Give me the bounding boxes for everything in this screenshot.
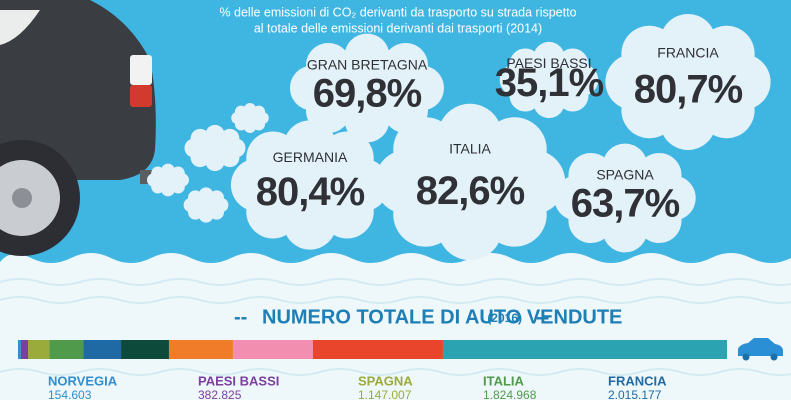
stacked-bar: [18, 340, 727, 359]
legend-value: 382.825: [198, 388, 242, 400]
cloud-puff: [698, 25, 755, 82]
legend-name: FRANCIA: [608, 373, 667, 388]
bar-segment: [232, 340, 313, 359]
cloud-puff: [171, 180, 185, 194]
bar-segment: [168, 340, 233, 359]
cloud: [499, 41, 599, 119]
legend-value: 1.824.968: [483, 388, 537, 400]
cloud-puff: [509, 48, 541, 80]
car: [0, 0, 156, 256]
legend-value: 154.603: [48, 388, 92, 400]
cloud-country: SPAGNA: [596, 166, 654, 182]
cloud-puff: [602, 207, 648, 253]
title-dash: --: [536, 306, 549, 328]
cloud-puff: [636, 198, 682, 244]
cloud-puff: [482, 117, 547, 182]
bar-segment: [83, 340, 122, 359]
cloud: [231, 103, 269, 133]
cloud-puff: [151, 166, 165, 180]
cloud-puff: [344, 33, 390, 79]
cloud-country: PAESI BASSI: [506, 55, 591, 71]
cloud-puff: [205, 152, 225, 172]
cloud-value: 63,7%: [571, 182, 680, 226]
legend-value: 1.147.007: [358, 388, 412, 400]
legend-name: NORVEGIA: [48, 373, 118, 388]
cloud-value: 80,7%: [634, 68, 743, 112]
cloud-puff: [205, 124, 225, 144]
legend-value: 2.015.177: [608, 388, 662, 400]
legend-name: PAESI BASSI: [198, 373, 279, 388]
cloud-puff: [344, 97, 390, 143]
cloud-value: 69,8%: [313, 72, 422, 116]
bar-segment: [121, 340, 169, 359]
chart-title: NUMERO TOTALE DI AUTO VENDUTE: [262, 306, 622, 328]
chart-subtitle: (2016): [487, 311, 522, 325]
cloud-puff: [383, 42, 429, 88]
cloud-puff: [171, 166, 185, 180]
cloud-puff: [161, 163, 175, 178]
cloud-puff: [557, 80, 589, 112]
emissions-title: al totale delle emissioni derivanti dai …: [254, 21, 542, 35]
cloud-puff: [636, 152, 682, 198]
cloud-puff: [305, 42, 351, 88]
cloud: [147, 163, 189, 197]
cloud-country: FRANCIA: [657, 45, 719, 61]
title-dash: --: [234, 306, 247, 328]
cloud: [290, 33, 444, 143]
cloud: [374, 103, 566, 261]
cloud: [554, 143, 696, 253]
waves: [0, 278, 791, 376]
cloud-puff: [533, 41, 565, 74]
cloud-value: 82,6%: [416, 169, 525, 213]
cloud: [230, 120, 390, 250]
cloud: [184, 124, 246, 172]
cloud-puff: [252, 105, 266, 118]
cloud-puff: [190, 128, 210, 148]
cloud-country: ITALIA: [449, 141, 491, 157]
cloud-puff: [533, 86, 565, 119]
car-icon: [738, 338, 783, 361]
cloud-puff: [220, 128, 240, 148]
bar-segment: [20, 340, 29, 359]
cloud-value: 80,4%: [256, 170, 365, 214]
bar-segment: [442, 340, 727, 359]
legend-name: ITALIA: [483, 373, 525, 388]
cloud-puff: [209, 190, 224, 205]
cloud-puff: [320, 131, 374, 185]
bar-segment: [49, 340, 84, 359]
cloud-puff: [161, 182, 175, 197]
cloud: [605, 14, 771, 150]
cloud-puff: [602, 143, 648, 189]
legend-name: SPAGNA: [358, 373, 413, 388]
cloud-value: 35,1%: [495, 61, 604, 105]
cloud-country: GERMANIA: [273, 149, 348, 165]
bar-segment: [18, 340, 21, 359]
bar-segment: [312, 340, 443, 359]
cloud-country: GRAN BRETAGNA: [307, 56, 428, 72]
cloud-puff: [220, 148, 240, 168]
cloud-puff: [568, 152, 614, 198]
cloud: [183, 187, 229, 223]
bar-segment: [28, 340, 50, 359]
emissions-title: % delle emissioni di CO₂ derivanti da tr…: [219, 5, 576, 19]
cloud-puff: [557, 48, 589, 80]
